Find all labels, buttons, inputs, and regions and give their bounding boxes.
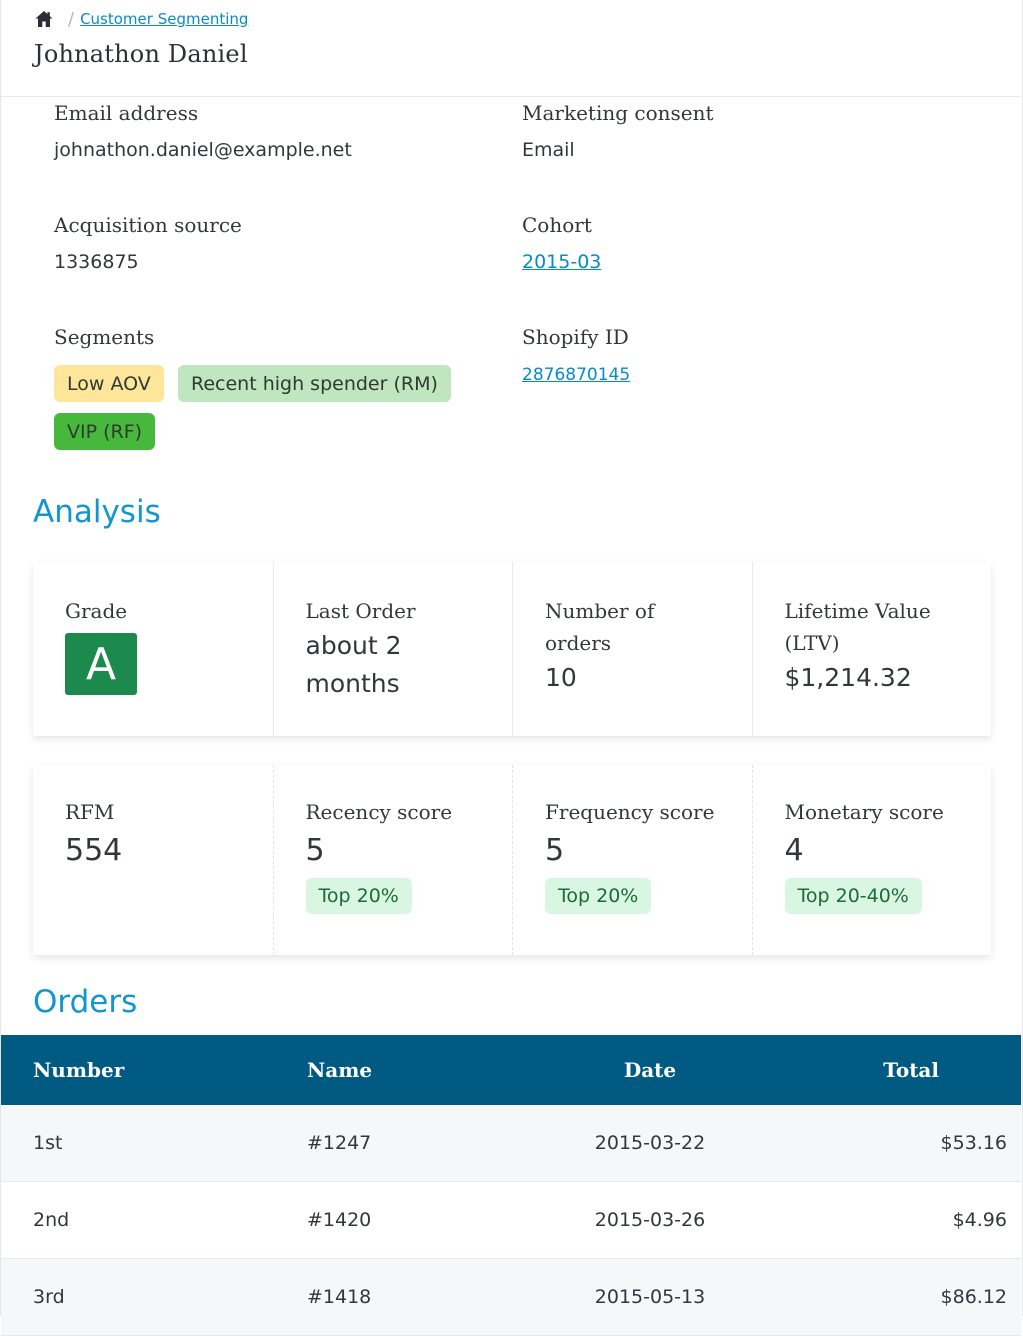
order-total-cell: $53.16 bbox=[940, 1132, 1007, 1154]
breadcrumb-link-customer-segmenting[interactable]: Customer Segmenting bbox=[80, 10, 249, 28]
segment-badge-vip: VIP (RF) bbox=[54, 413, 156, 450]
segment-badge-recent-high-spender: Recent high spender (RM) bbox=[178, 365, 451, 402]
page-title: Johnathon Daniel bbox=[34, 40, 248, 68]
column-header-total[interactable]: Total bbox=[883, 1058, 939, 1082]
cohort-field: Cohort 2015-03 bbox=[522, 213, 601, 273]
rfm-cell: RFM 554 bbox=[33, 765, 273, 955]
cohort-link[interactable]: 2015-03 bbox=[522, 251, 602, 273]
order-name-cell: #1420 bbox=[307, 1209, 372, 1231]
lifetime-value-label-line1: Lifetime Value bbox=[784, 599, 931, 623]
marketing-consent-label: Marketing consent bbox=[522, 101, 714, 125]
lifetime-value-cell: Lifetime Value (LTV) $1,214.32 bbox=[751, 562, 992, 736]
recency-score-badge: Top 20% bbox=[305, 878, 412, 914]
order-name-cell: #1418 bbox=[307, 1286, 372, 1308]
email-field: Email address johnathon.daniel@example.n… bbox=[54, 101, 352, 161]
table-row[interactable]: 2nd #1420 2015-03-26 $4.96 bbox=[1, 1182, 1021, 1259]
frequency-score-label: Frequency score bbox=[545, 800, 715, 824]
marketing-consent-field: Marketing consent Email bbox=[522, 101, 714, 161]
column-header-date[interactable]: Date bbox=[623, 1058, 677, 1082]
column-header-number[interactable]: Number bbox=[33, 1058, 125, 1082]
monetary-score-badge: Top 20-40% bbox=[784, 878, 922, 914]
last-order-label: Last Order bbox=[305, 599, 416, 623]
rfm-card: RFM 554 Recency score 5 Top 20% Frequenc… bbox=[33, 765, 991, 955]
grade-badge: A bbox=[65, 633, 137, 695]
number-of-orders-label-line2: orders bbox=[545, 631, 612, 655]
email-label: Email address bbox=[54, 101, 199, 125]
frequency-score-value: 5 bbox=[545, 833, 565, 868]
recency-score-value: 5 bbox=[305, 833, 325, 868]
order-number-cell: 1st bbox=[33, 1132, 63, 1154]
grade-label: Grade bbox=[65, 599, 128, 623]
last-order-value-line1: about 2 bbox=[305, 631, 402, 660]
order-number-cell: 2nd bbox=[33, 1209, 70, 1231]
last-order-cell: Last Order about 2 months bbox=[272, 562, 513, 736]
orders-heading: Orders bbox=[33, 984, 138, 1020]
acquisition-source-value: 1336875 bbox=[54, 251, 139, 273]
marketing-consent-value: Email bbox=[522, 139, 575, 161]
table-row[interactable]: 3rd #1418 2015-05-13 $86.12 bbox=[1, 1259, 1021, 1336]
table-row[interactable]: 1st #1247 2015-03-22 $53.16 bbox=[1, 1105, 1021, 1182]
recency-score-cell: Recency score 5 Top 20% bbox=[272, 765, 513, 955]
segments-field: Segments bbox=[54, 325, 154, 349]
page-header: / Customer Segmenting Johnathon Daniel bbox=[1, 0, 1021, 97]
monetary-score-label: Monetary score bbox=[784, 800, 944, 824]
shopify-id-label: Shopify ID bbox=[522, 325, 629, 349]
column-header-name[interactable]: Name bbox=[307, 1058, 373, 1082]
frequency-score-badge: Top 20% bbox=[545, 878, 652, 914]
breadcrumb-separator: / bbox=[68, 8, 75, 30]
order-date-cell: 2015-03-26 bbox=[594, 1209, 706, 1231]
segments-label: Segments bbox=[54, 325, 155, 349]
number-of-orders-label-line1: Number of bbox=[545, 599, 655, 623]
email-value: johnathon.daniel@example.net bbox=[54, 139, 352, 161]
orders-table-header: Number Name Date Total bbox=[1, 1035, 1021, 1105]
lifetime-value-value: $1,214.32 bbox=[784, 663, 912, 692]
recency-score-label: Recency score bbox=[305, 800, 453, 824]
order-date-cell: 2015-03-22 bbox=[594, 1132, 706, 1154]
cohort-label: Cohort bbox=[522, 213, 592, 237]
order-number-cell: 3rd bbox=[33, 1286, 65, 1308]
frequency-score-cell: Frequency score 5 Top 20% bbox=[512, 765, 752, 955]
order-total-cell: $86.12 bbox=[940, 1286, 1007, 1308]
lifetime-value-label-line2: (LTV) bbox=[784, 631, 840, 655]
order-date-cell: 2015-05-13 bbox=[594, 1286, 706, 1308]
breadcrumb: / Customer Segmenting bbox=[34, 8, 248, 30]
monetary-score-cell: Monetary score 4 Top 20-40% bbox=[751, 765, 992, 955]
monetary-score-value: 4 bbox=[784, 833, 804, 868]
acquisition-source-field: Acquisition source 1336875 bbox=[54, 213, 242, 273]
last-order-value-line2: months bbox=[305, 669, 400, 698]
rfm-value: 554 bbox=[65, 833, 123, 868]
shopify-id-link[interactable]: 2876870145 bbox=[522, 365, 631, 385]
analysis-heading: Analysis bbox=[33, 494, 161, 530]
number-of-orders-value: 10 bbox=[545, 663, 577, 692]
order-name-cell: #1247 bbox=[307, 1132, 372, 1154]
analysis-card: Grade A Last Order about 2 months Number… bbox=[33, 562, 991, 736]
segment-badge-low-aov: Low AOV bbox=[54, 365, 164, 402]
shopify-id-field: Shopify ID 2876870145 bbox=[522, 325, 630, 385]
acquisition-source-label: Acquisition source bbox=[54, 213, 242, 237]
number-of-orders-cell: Number of orders 10 bbox=[512, 562, 752, 736]
grade-cell: Grade A bbox=[33, 562, 273, 736]
order-total-cell: $4.96 bbox=[952, 1209, 1007, 1231]
rfm-label: RFM bbox=[65, 800, 115, 824]
home-icon[interactable] bbox=[34, 9, 54, 29]
orders-table: Number Name Date Total 1st #1247 2015-03… bbox=[1, 1035, 1021, 1336]
